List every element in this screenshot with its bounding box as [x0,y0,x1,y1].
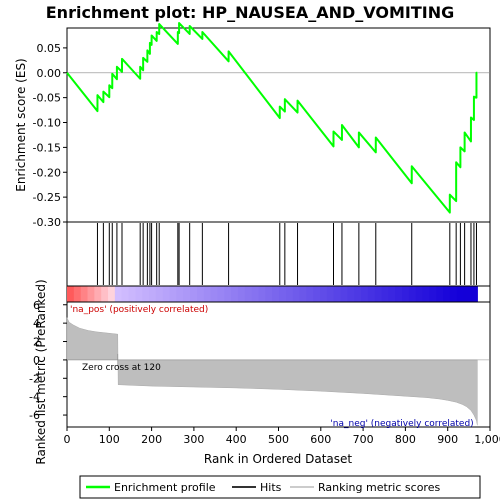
colorbar-segment [156,287,163,302]
colorbar-segment [176,287,183,302]
colorbar-segment [272,287,279,302]
colorbar-segment [67,287,74,302]
ranking-colorbar [67,287,478,302]
colorbar-segment [334,287,341,302]
colorbar-segment [238,287,245,302]
colorbar-segment [382,287,389,302]
es-y-axis-label: Enrichment score (ES) [14,58,28,191]
colorbar-segment [457,287,464,302]
colorbar-segment [217,287,224,302]
colorbar-segment [402,287,409,302]
colorbar-segment [211,287,218,302]
hits-series [97,223,476,285]
legend-label-enrichment: Enrichment profile [114,481,216,494]
colorbar-segment [101,287,108,302]
colorbar-segment [74,287,81,302]
colorbar-segment [265,287,272,302]
x-tick-label: 1,000 [474,433,500,446]
colorbar-segment [286,287,293,302]
chart-title: Enrichment plot: HP_NAUSEA_AND_VOMITING [46,3,455,22]
colorbar-segment [197,287,204,302]
hits-panel-frame [67,222,490,286]
x-tick-label: 800 [395,433,416,446]
x-tick-label: 100 [99,433,120,446]
colorbar-segment [375,287,382,302]
legend-label-metric: Ranking metric scores [318,481,440,494]
colorbar-segment [388,287,395,302]
es-y-tick-label: 0.00 [37,67,62,80]
colorbar-segment [320,287,327,302]
es-panel-frame [67,28,490,222]
neg-correlated-label: 'na_neg' (negatively correlated) [330,419,473,429]
colorbar-segment [443,287,450,302]
x-tick-label: 600 [310,433,331,446]
pos-correlated-label: 'na_pos' (positively correlated) [70,305,208,315]
colorbar-segment [135,287,142,302]
colorbar-segment [183,287,190,302]
es-y-tick-label: -0.30 [33,216,61,229]
colorbar-segment [300,287,307,302]
colorbar-segment [409,287,416,302]
x-tick-label: 0 [64,433,71,446]
x-tick-label: 700 [353,433,374,446]
colorbar-segment [395,287,402,302]
colorbar-segment [224,287,231,302]
enrichment-profile-line [67,23,477,213]
x-axis-label: Rank in Ordered Dataset [204,452,352,466]
colorbar-segment [293,287,300,302]
colorbar-segment [347,287,354,302]
zero-cross-label: Zero cross at 120 [82,363,161,373]
colorbar-segment [142,287,149,302]
colorbar-segment [423,287,430,302]
colorbar-segment [258,287,265,302]
colorbar-segment [341,287,348,302]
colorbar-segment [245,287,252,302]
colorbar-segment [252,287,259,302]
colorbar-segment [450,287,457,302]
es-y-tick-label: -0.10 [33,117,61,130]
x-tick-label: 300 [183,433,204,446]
colorbar-segment [313,287,320,302]
colorbar-segment [306,287,313,302]
x-tick-label: 900 [437,433,458,446]
colorbar-segment [429,287,436,302]
colorbar-segment [279,287,286,302]
colorbar-segment [361,287,368,302]
colorbar-segment [170,287,177,302]
es-y-axis: 0.05 0.00 -0.05 -0.10 -0.15 -0.20 -0.25 -0.30 [33,42,67,229]
colorbar-segment [327,287,334,302]
colorbar-segment [129,287,136,302]
colorbar-segment [94,287,101,302]
colorbar-segment [122,287,129,302]
colorbar-segment [470,287,477,302]
colorbar-segment [464,287,471,302]
x-tick-label: 500 [268,433,289,446]
colorbar-segment [231,287,238,302]
colorbar-segment [368,287,375,302]
colorbar-segment [204,287,211,302]
colorbar-segment [354,287,361,302]
colorbar-segment [81,287,88,302]
colorbar-segment [149,287,156,302]
colorbar-segment [88,287,95,302]
colorbar-segment [190,287,197,302]
colorbar-segment [416,287,423,302]
colorbar-segment [436,287,443,302]
colorbar-segment [163,287,170,302]
colorbar-segment [108,287,115,302]
es-y-tick-label: -0.05 [33,92,61,105]
x-tick-label: 200 [141,433,162,446]
es-y-tick-label: 0.05 [37,42,62,55]
metric-y-axis-label: Ranked list metric (PreRanked) [34,279,48,464]
enrichment-profile-series [67,23,477,213]
legend-label-hits: Hits [260,481,282,494]
es-y-tick-label: -0.25 [33,191,61,204]
es-y-tick-label: -0.15 [33,141,61,154]
es-y-tick-label: -0.20 [33,166,61,179]
colorbar-segment [115,287,122,302]
x-tick-label: 400 [226,433,247,446]
x-axis: 0 100 200 300 400 500 600 700 800 900 1,000 [64,427,500,446]
